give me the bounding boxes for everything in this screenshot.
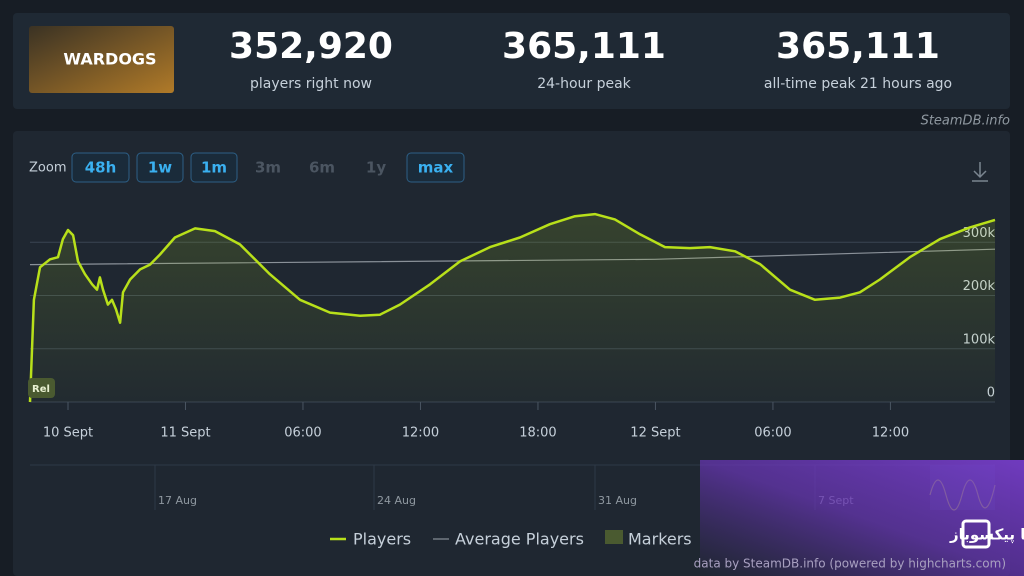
x-tick-label: 06:00 <box>284 426 321 441</box>
navigator-label: 24 Aug <box>377 494 416 507</box>
navigator-label: 31 Aug <box>598 494 637 507</box>
stat-value: 352,920 <box>229 26 393 67</box>
x-tick-label: 18:00 <box>519 426 556 441</box>
navigator-label: 17 Aug <box>158 494 197 507</box>
watermark-logo <box>961 519 991 549</box>
x-tick-label: 10 Sept <box>43 426 93 441</box>
stats-panel <box>13 13 1010 109</box>
zoom-button-label: 1w <box>148 159 172 177</box>
site-name: SteamDB.info <box>921 114 1010 129</box>
zoom-button-label: 48h <box>85 159 117 177</box>
legend: Players Average Players Markers <box>330 530 692 549</box>
zoom-button-label: max <box>418 159 454 177</box>
marker-flag <box>28 378 55 398</box>
x-tick-label: 12 Sept <box>630 426 680 441</box>
marker-note: Rel <box>32 384 50 395</box>
legend-swatch <box>605 530 623 544</box>
download-icon[interactable] <box>972 162 988 182</box>
watermark-bg <box>700 460 1024 576</box>
zoom-label: Zoom <box>29 161 66 176</box>
stat-label: all-time peak 21 hours ago <box>764 76 952 92</box>
game-logo <box>29 26 174 93</box>
legend-label[interactable]: Players <box>353 530 411 549</box>
x-tick-label: 06:00 <box>754 426 791 441</box>
x-tick-label: 11 Sept <box>160 426 210 441</box>
credit: data by SteamDB.info (powered by highcha… <box>694 557 1006 571</box>
stat-label: players right now <box>250 76 372 92</box>
stat-value: 365,111 <box>502 26 666 67</box>
zoom-button[interactable] <box>406 152 465 183</box>
stat-label: 24-hour peak <box>537 76 631 92</box>
legend-label[interactable]: Average Players <box>455 530 584 549</box>
stat-value: 365,111 <box>776 26 940 67</box>
series-line <box>28 212 996 403</box>
x-tick-label: 12:00 <box>402 426 439 441</box>
x-tick-label: 12:00 <box>872 426 909 441</box>
game-name: WARDOGS <box>63 50 156 69</box>
zoom-button-label: 6m <box>309 159 335 177</box>
zoom-button[interactable] <box>136 152 184 183</box>
zoom-button-label: 1m <box>201 159 227 177</box>
watermark-text: پیکسل به پیکسل؛ با پیکسوباز <box>949 526 1024 545</box>
zoom-button[interactable] <box>71 152 130 183</box>
zoom-button[interactable] <box>190 152 238 183</box>
zoom-buttons: 48h 1w 1m 3m 6m 1y max <box>71 152 465 183</box>
legend-label[interactable]: Markers <box>628 530 692 549</box>
zoom-button-label: 1y <box>366 159 386 177</box>
zoom-button-label: 3m <box>255 159 281 177</box>
